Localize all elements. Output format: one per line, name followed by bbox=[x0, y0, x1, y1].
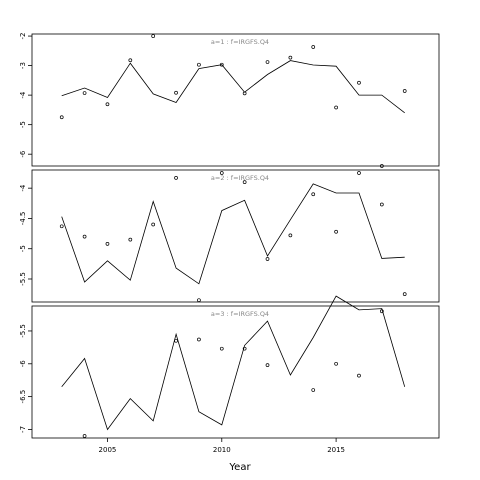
panel-2-observed-point bbox=[242, 180, 247, 184]
panel-2-observed-point bbox=[265, 257, 270, 261]
panel-3-frame bbox=[31, 305, 440, 439]
panel-2-observed-point bbox=[402, 292, 407, 296]
panel-3-y-tick-label: -7 bbox=[19, 426, 27, 433]
panel-2-observed-point bbox=[174, 176, 178, 180]
panel-2: a=2 : f=IRGFS.Q4 -4 -4.5 -5 -5.5 bbox=[19, 169, 440, 303]
panel-1-observed-point bbox=[151, 34, 156, 38]
x-tick-label: 2015 bbox=[327, 446, 345, 454]
panel-3: a=3 : f=IRGFS.Q4 -5.5 -6 -6.5 -7 bbox=[19, 295, 440, 439]
panel-3-observed-point bbox=[174, 338, 178, 343]
panel-1-observed-point bbox=[128, 58, 133, 63]
panel-2-y-tick-label: -5 bbox=[19, 245, 27, 252]
panel-3-observed-point bbox=[311, 388, 316, 392]
panel-2-observed-point bbox=[151, 222, 156, 227]
panel-2-observed-point bbox=[82, 234, 87, 239]
panel-3-observed-point bbox=[219, 346, 224, 351]
panel-3-y-tick-label: -6 bbox=[19, 360, 27, 368]
panel-1-y-ticks: -2 -3 -4 -5 -6 bbox=[19, 33, 32, 158]
panel-1-observed-point bbox=[59, 115, 64, 120]
panel-1-observed-point bbox=[379, 164, 384, 168]
panel-3-y-ticks: -5.5 -6 -6.5 -7 bbox=[19, 324, 32, 433]
panel-2-observed-point bbox=[357, 171, 361, 175]
panel-2-observed-point bbox=[105, 242, 110, 246]
panel-2-y-tick-label: -4 bbox=[19, 184, 27, 192]
panel-1-observed-point bbox=[197, 62, 201, 67]
panel-1-observed-point bbox=[357, 80, 361, 85]
panel-2-y-tick-label: -5.5 bbox=[19, 272, 27, 286]
panel-3-observed-point bbox=[357, 373, 361, 378]
panel-1-y-tick-label: -5 bbox=[19, 121, 27, 128]
panel-2-observed-points bbox=[59, 171, 407, 303]
panel-3-observed-point bbox=[242, 346, 247, 351]
panel-2-observed-point bbox=[197, 298, 201, 303]
panel-1-observed-point bbox=[402, 89, 407, 93]
panel-2-observed-point bbox=[288, 233, 293, 238]
x-tick-label: 2010 bbox=[213, 446, 231, 454]
panel-1-observed-point bbox=[334, 105, 338, 110]
panel-3-y-tick-label: -6.5 bbox=[19, 390, 27, 404]
panel-2-observed-point bbox=[219, 171, 224, 175]
panel-1-y-tick-label: -2 bbox=[19, 33, 27, 40]
panel-2-observed-point bbox=[128, 237, 133, 242]
x-axis-title: Year bbox=[228, 462, 251, 473]
panel-2-fitted-line bbox=[61, 183, 405, 285]
panel-2-observed-point bbox=[59, 224, 64, 229]
panel-3-observed-point bbox=[82, 434, 87, 438]
x-tick-label: 2005 bbox=[99, 446, 117, 454]
panel-2-observed-point bbox=[379, 202, 384, 207]
panel-3-observed-point bbox=[379, 309, 384, 314]
panel-1-fitted-line bbox=[61, 60, 405, 114]
panel-1-observed-point bbox=[265, 60, 270, 64]
x-axis: 2005 2010 2015 bbox=[99, 438, 345, 454]
panel-3-title: a=3 : f=IRGFS.Q4 bbox=[211, 310, 269, 318]
panel-3-observed-point bbox=[265, 363, 270, 367]
panel-1-observed-point bbox=[105, 102, 110, 107]
panel-1-frame bbox=[31, 33, 440, 167]
panel-2-title: a=2 : f=IRGFS.Q4 bbox=[211, 174, 269, 182]
panel-1-title: a=1 : f=IRGFS.Q4 bbox=[211, 38, 269, 46]
panel-2-observed-point bbox=[334, 229, 338, 234]
panel-1-observed-point bbox=[174, 90, 178, 95]
panel-2-frame bbox=[31, 169, 440, 303]
panel-1-observed-point bbox=[219, 62, 224, 67]
panel-3-y-tick-label: -5.5 bbox=[19, 324, 27, 338]
panel-2-y-tick-label: -4.5 bbox=[19, 212, 27, 226]
panel-1-y-tick-label: -6 bbox=[19, 150, 27, 158]
panel-1-observed-points bbox=[59, 34, 407, 168]
panel-3-observed-point bbox=[334, 361, 338, 366]
panel-3-observed-point bbox=[197, 337, 201, 342]
panel-3-observed-points bbox=[82, 309, 384, 438]
panel-1-observed-point bbox=[288, 55, 293, 60]
panel-1-observed-point bbox=[242, 91, 247, 96]
panel-1: a=1 : f=IRGFS.Q4 -2 -3 -4 -5 -6 bbox=[19, 33, 440, 168]
panel-1-observed-point bbox=[311, 45, 316, 49]
panel-2-y-ticks: -4 -4.5 -5 -5.5 bbox=[19, 184, 32, 286]
panel-2-observed-point bbox=[311, 192, 316, 197]
panel-1-y-tick-label: -4 bbox=[19, 91, 27, 99]
panel-3-fitted-line bbox=[61, 295, 406, 431]
panel-1-observed-point bbox=[82, 91, 87, 95]
panel-1-y-tick-label: -3 bbox=[19, 62, 27, 69]
